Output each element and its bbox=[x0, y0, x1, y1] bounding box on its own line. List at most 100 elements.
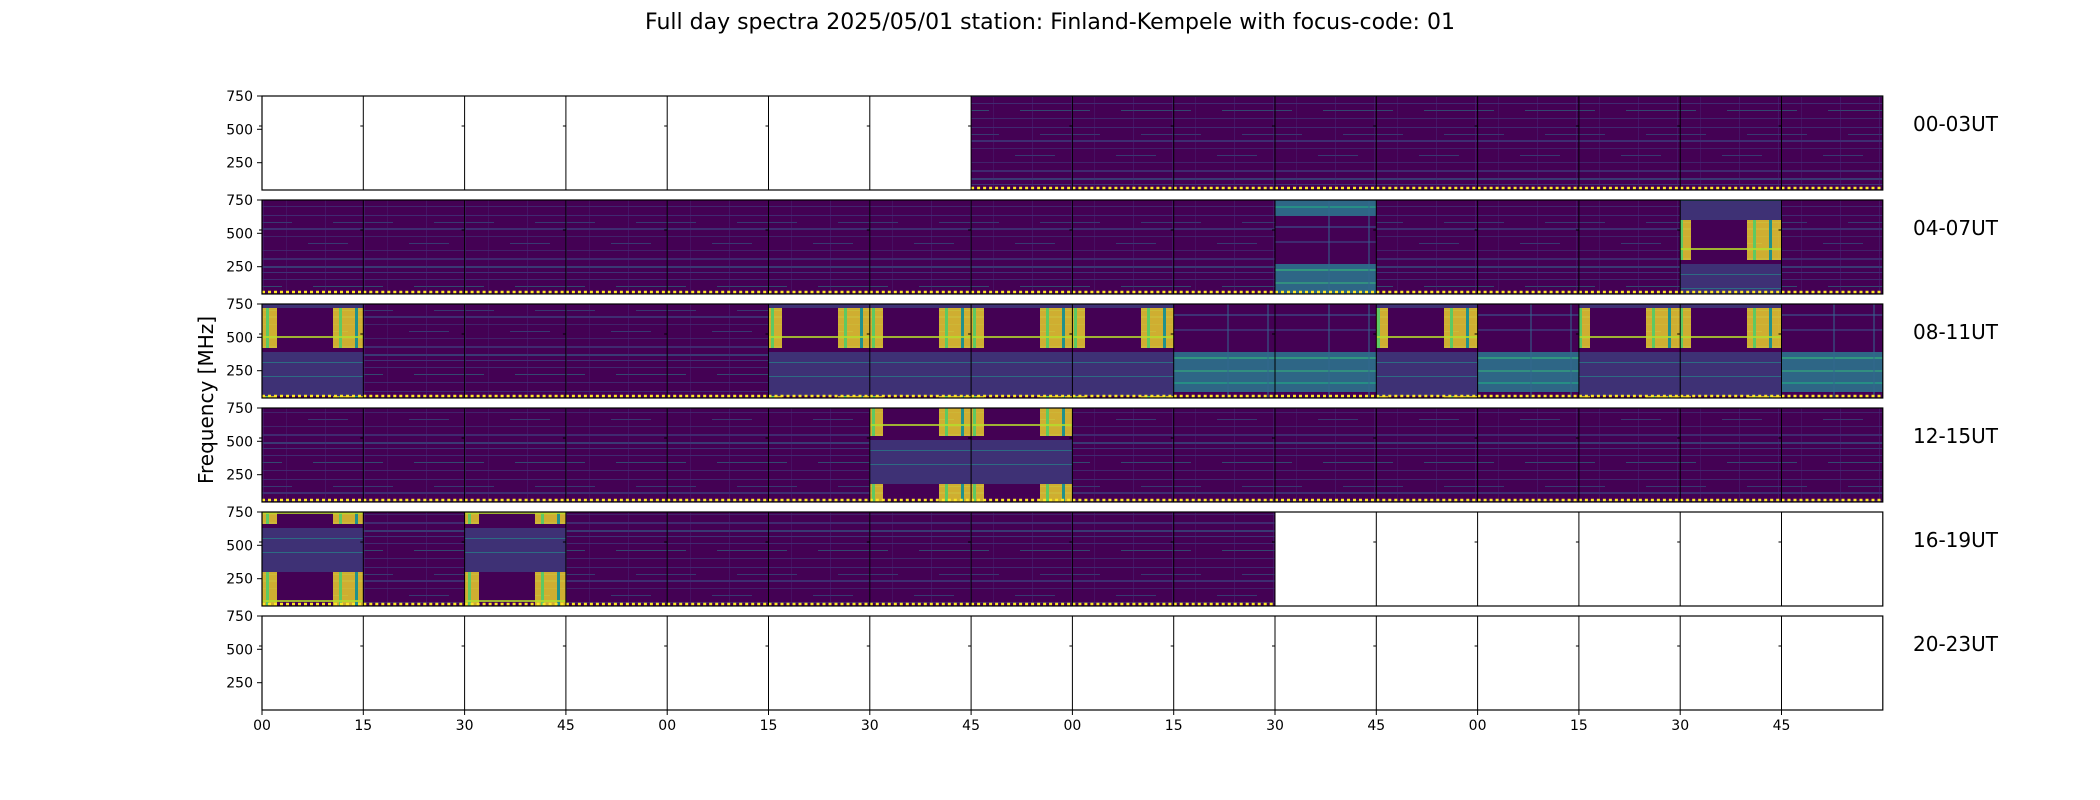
spectrum-panel-quiet bbox=[262, 408, 364, 502]
spectrum-panel-burst bbox=[1680, 200, 1782, 294]
x-tick-label: 00 bbox=[1063, 718, 1081, 734]
spectrum-panel-quiet bbox=[768, 200, 870, 294]
spectrum-panel-empty bbox=[768, 96, 870, 190]
spectrum-panel-quiet bbox=[1173, 96, 1275, 190]
y-tick-label: 500 bbox=[226, 122, 253, 138]
spectrum-panel-quiet bbox=[667, 304, 769, 398]
spectrum-panel-empty bbox=[363, 616, 465, 710]
spectrum-panel-quiet bbox=[464, 408, 566, 502]
x-tick-label: 30 bbox=[456, 718, 474, 734]
spectrum-panel-quiet bbox=[667, 200, 769, 294]
y-tick-label: 250 bbox=[226, 156, 253, 172]
row-frame bbox=[261, 303, 1884, 399]
spectrum-panel-burst bbox=[768, 304, 870, 398]
spectrum-panel-empty bbox=[262, 96, 364, 190]
spectrum-panel-quiet bbox=[1072, 408, 1174, 502]
spectrum-panel-empty bbox=[363, 96, 465, 190]
spectrum-panel-empty bbox=[1376, 512, 1478, 606]
row-label: 00-03UT bbox=[1913, 112, 1999, 136]
x-tick-label: 00 bbox=[1469, 718, 1487, 734]
spectrum-panel-empty bbox=[1578, 512, 1681, 606]
spectrum-panel-quiet bbox=[1477, 408, 1579, 502]
spectrum-panel-quiet bbox=[565, 512, 668, 606]
spectrum-panel-quiet bbox=[971, 96, 1073, 190]
row-label: 08-11UT bbox=[1913, 320, 1999, 344]
spectrum-panel-quiet bbox=[1781, 408, 1883, 502]
spectra-row-00-03UT bbox=[259, 95, 1884, 191]
spectrum-panel-active bbox=[1781, 304, 1883, 398]
x-tick-label: 00 bbox=[658, 718, 676, 734]
row-frame bbox=[261, 199, 1884, 295]
spectrum-panel-empty bbox=[869, 616, 972, 710]
spectrum-panel-empty bbox=[1477, 512, 1579, 606]
spectrum-panel-empty bbox=[464, 96, 566, 190]
spectrum-panel-empty bbox=[1376, 616, 1478, 710]
spectrum-panel-quiet bbox=[1578, 200, 1681, 294]
spectrum-panel-burst bbox=[1072, 304, 1174, 398]
y-tick-label: 750 bbox=[226, 609, 253, 625]
spectrum-panel-empty bbox=[1680, 616, 1782, 710]
spectrum-panel-quiet bbox=[1781, 200, 1883, 294]
x-tick-label: 00 bbox=[253, 718, 271, 734]
spectrum-panel-burst bbox=[869, 408, 972, 502]
spectra-row-12-15UT bbox=[259, 407, 1884, 503]
spectrum-panel-active bbox=[1275, 200, 1377, 294]
spectrum-panel-quiet bbox=[464, 304, 566, 398]
x-tick-label: 15 bbox=[354, 718, 372, 734]
y-tick-label: 250 bbox=[226, 364, 253, 380]
spectrum-panel-quiet bbox=[1072, 512, 1174, 606]
spectrum-panel-burst bbox=[262, 304, 364, 398]
spectrum-panel-quiet bbox=[363, 200, 465, 294]
spectrum-panel-quiet bbox=[464, 200, 566, 294]
spectrum-panel-empty bbox=[768, 616, 870, 710]
y-tick-label: 250 bbox=[226, 676, 253, 692]
x-tick-label: 15 bbox=[760, 718, 778, 734]
spectrum-panel-quiet bbox=[1477, 200, 1579, 294]
y-tick-label: 500 bbox=[226, 226, 253, 242]
x-tick-label: 15 bbox=[1570, 718, 1588, 734]
spectra-row-08-11UT bbox=[259, 303, 1884, 399]
spectrum-panel-empty bbox=[869, 96, 972, 190]
spectrum-panel-burst bbox=[1680, 304, 1782, 398]
y-tick-label: 250 bbox=[226, 260, 253, 276]
y-tick-label: 750 bbox=[226, 401, 253, 417]
spectrum-panel-empty bbox=[1781, 616, 1883, 710]
x-tick-label: 15 bbox=[1165, 718, 1183, 734]
spectrum-panel-quiet bbox=[768, 512, 870, 606]
spectrum-panel-burst bbox=[464, 512, 566, 606]
spectrum-panel-quiet bbox=[1173, 200, 1275, 294]
spectrum-panel-empty bbox=[1275, 512, 1377, 606]
spectrum-panel-burst bbox=[262, 512, 364, 606]
spectrum-panel-empty bbox=[1072, 616, 1174, 710]
x-tick-label: 30 bbox=[1266, 718, 1284, 734]
x-tick-label: 45 bbox=[1773, 718, 1791, 734]
x-tick-label: 30 bbox=[1671, 718, 1689, 734]
spectrum-panel-quiet bbox=[869, 512, 972, 606]
x-tick-label: 45 bbox=[1367, 718, 1385, 734]
row-label: 16-19UT bbox=[1913, 528, 1999, 552]
spectrum-panel-quiet bbox=[1072, 200, 1174, 294]
y-tick-label: 500 bbox=[226, 538, 253, 554]
spectra-row-20-23UT bbox=[259, 615, 1884, 711]
spectrum-panel-quiet bbox=[1781, 96, 1883, 190]
spectrum-panel-quiet bbox=[971, 200, 1073, 294]
spectrum-panel-empty bbox=[262, 616, 364, 710]
spectrum-panel-empty bbox=[667, 96, 769, 190]
spectrum-panel-quiet bbox=[363, 304, 465, 398]
y-tick-label: 750 bbox=[226, 193, 253, 209]
x-tick-label: 30 bbox=[861, 718, 879, 734]
row-frame bbox=[261, 95, 1884, 191]
spectrum-panel-quiet bbox=[565, 408, 668, 502]
spectrum-panel-quiet bbox=[1275, 408, 1377, 502]
spectrum-panel-active bbox=[1173, 304, 1275, 398]
spectrum-panel-quiet bbox=[667, 408, 769, 502]
y-tick-label: 750 bbox=[226, 89, 253, 105]
spectrum-panel-empty bbox=[565, 616, 668, 710]
row-frame bbox=[261, 511, 1884, 607]
spectrum-panel-quiet bbox=[971, 512, 1073, 606]
spectrum-panel-quiet bbox=[1173, 408, 1275, 502]
y-tick-label: 750 bbox=[226, 297, 253, 313]
y-tick-label: 250 bbox=[226, 468, 253, 484]
chart-title: Full day spectra 2025/05/01 station: Fin… bbox=[645, 10, 1455, 35]
row-label: 20-23UT bbox=[1913, 632, 1999, 656]
